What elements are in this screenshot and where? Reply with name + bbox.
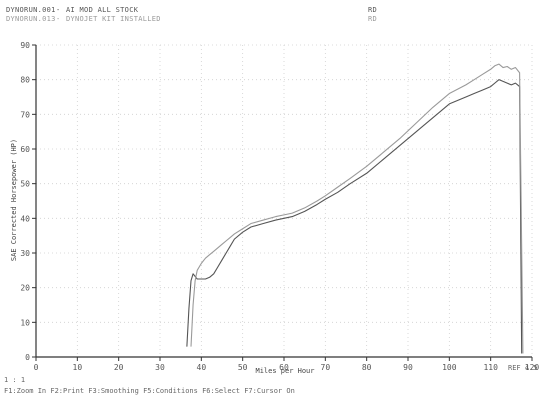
y-tick-label: 40 xyxy=(20,214,30,223)
y-tick-label: 50 xyxy=(20,180,30,189)
y-tick-label: 80 xyxy=(20,76,30,85)
legend-run2-tag: RD xyxy=(368,15,377,23)
legend-run2-dash: - xyxy=(56,15,61,23)
legend: DYNORUN.001 - AI MOD ALL STOCK RD DYNORU… xyxy=(6,6,377,23)
x-tick-label: 90 xyxy=(403,363,413,372)
y-axis-label: SAE Corrected Horsepower (HP) xyxy=(10,139,18,261)
legend-run1-file: DYNORUN.001 xyxy=(6,6,56,14)
legend-run2-desc: DYNOJET KIT INSTALLED xyxy=(66,15,161,23)
x-tick-label: 50 xyxy=(238,363,248,372)
y-tick-label: 60 xyxy=(20,145,30,154)
legend-run2-file: DYNORUN.013 xyxy=(6,15,56,23)
y-tick-labels: 0 10 20 30 40 50 60 70 80 90 xyxy=(20,41,30,362)
scale-readout: 1 : 1 xyxy=(4,376,25,384)
x-tick-labels: 0 10 20 30 40 50 60 70 80 90 100 110 120 xyxy=(34,363,540,372)
x-tick-label: 120 xyxy=(525,363,540,372)
axes xyxy=(32,44,533,361)
ref-readout: REF 4.5 xyxy=(508,364,538,372)
function-key-menu[interactable]: F1:Zoom In F2:Print F3:Smoothing F5:Cond… xyxy=(4,387,295,395)
x-tick-label: 60 xyxy=(279,363,289,372)
y-tick-label: 0 xyxy=(25,353,30,362)
x-tick-label: 20 xyxy=(114,363,124,372)
legend-run1-desc: AI MOD ALL STOCK xyxy=(66,6,139,14)
legend-run1-dash: - xyxy=(56,6,61,14)
x-tick-label: 100 xyxy=(442,363,457,372)
grid xyxy=(36,44,533,357)
x-tick-label: 40 xyxy=(197,363,207,372)
y-tick-label: 70 xyxy=(20,110,30,119)
x-tick-label: 0 xyxy=(34,363,39,372)
x-tick-label: 30 xyxy=(155,363,165,372)
legend-run1-tag: RD xyxy=(368,6,377,14)
series-line-1 xyxy=(186,79,523,354)
x-tick-label: 10 xyxy=(73,363,83,372)
y-tick-label: 30 xyxy=(20,249,30,258)
x-tick-label: 110 xyxy=(483,363,498,372)
series-lines xyxy=(186,63,524,354)
series-line-2 xyxy=(190,63,524,354)
y-tick-label: 20 xyxy=(20,284,30,293)
y-tick-label: 90 xyxy=(20,41,30,50)
x-tick-label: 80 xyxy=(362,363,372,372)
y-tick-label: 10 xyxy=(20,318,30,327)
x-axis-label: Miles per Hour xyxy=(255,367,314,375)
x-tick-label: 70 xyxy=(321,363,331,372)
